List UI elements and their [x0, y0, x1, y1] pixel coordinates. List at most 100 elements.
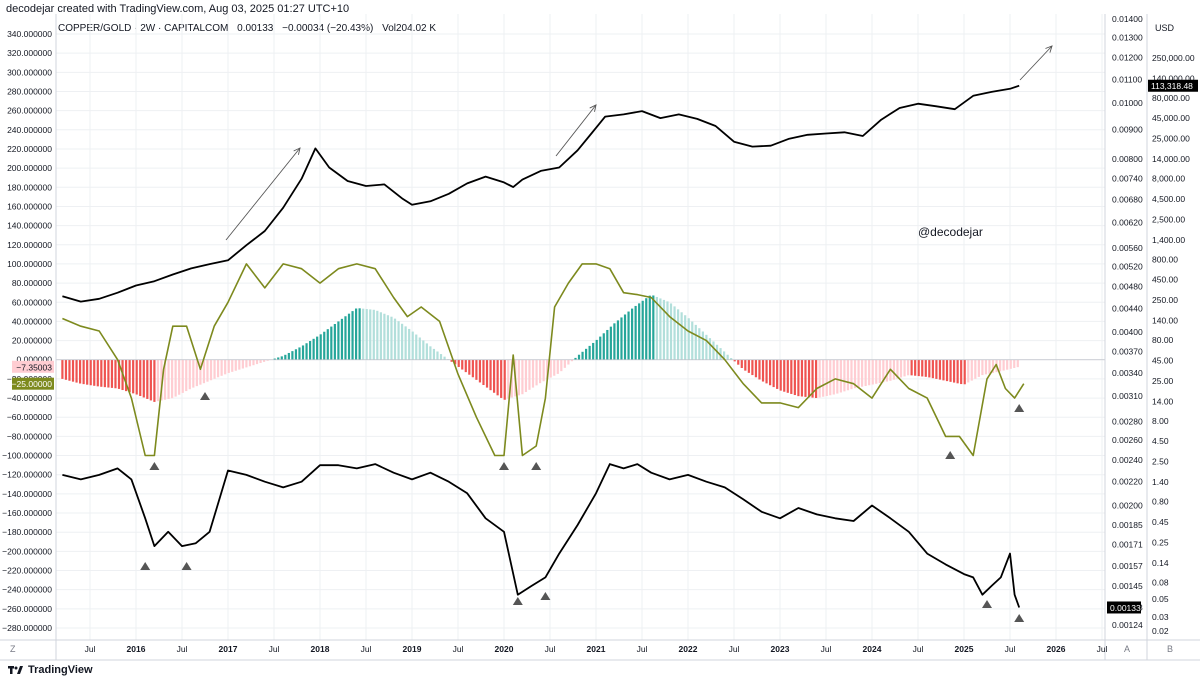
- histogram-bar: [673, 306, 676, 360]
- outer-right-tick-label: 80,000.00: [1152, 93, 1190, 103]
- inner-right-tick-label: 0.01300: [1112, 33, 1143, 43]
- inner-right-tick-label: 0.00340: [1112, 368, 1143, 378]
- histogram-bar: [132, 359, 135, 394]
- log-scale-button[interactable]: B: [1167, 644, 1173, 654]
- outer-right-tick-label: 8,000.00: [1152, 174, 1185, 184]
- histogram-bar: [786, 359, 789, 393]
- histogram-bar: [294, 349, 298, 360]
- brand-name: TradingView: [28, 664, 93, 676]
- outer-right-tick-label: 0.05: [1152, 594, 1169, 604]
- histogram-bar: [103, 359, 106, 388]
- histogram-bar: [429, 346, 432, 360]
- histogram-bar: [369, 309, 372, 360]
- oscillator-low-marker: [945, 451, 956, 459]
- left-tick-label: 220.000000: [7, 144, 52, 154]
- histogram-bar: [365, 309, 368, 360]
- histogram-bar: [195, 359, 198, 387]
- left-tick-label: −120.000000: [2, 470, 52, 480]
- histogram-bar: [730, 358, 733, 360]
- histogram-bar: [977, 359, 980, 377]
- histogram-bar: [262, 359, 266, 362]
- outer-right-tick-label: 140.00: [1152, 316, 1178, 326]
- histogram-bar: [783, 359, 786, 392]
- trend-arrow-head: [293, 147, 301, 155]
- right-inner-axis[interactable]: 0.01400 0.01300 0.01200 0.01100 0.01000 0.009…: [1107, 14, 1143, 630]
- inner-right-value-badge: [1107, 601, 1141, 614]
- histogram-bar: [592, 342, 595, 360]
- histogram-bar: [998, 359, 1002, 372]
- oscillator-low-marker: [499, 462, 509, 470]
- oscillator-low-marker: [531, 462, 542, 470]
- created-with-caption: decodejar created with TradingView.com, …: [6, 3, 350, 15]
- time-axis[interactable]: Jul 2016 Jul 2017 Jul 2018 Jul 2019 Jul 2020 Jul 20…: [85, 644, 1108, 654]
- currency-label: USD: [1155, 23, 1175, 33]
- symbol-name[interactable]: COPPER/GOLD · 2W · CAPITALCOM: [58, 23, 229, 34]
- histogram-bar: [595, 339, 598, 360]
- histogram-bar: [351, 311, 354, 360]
- histogram-bar: [878, 359, 881, 384]
- histogram-bar: [372, 309, 375, 360]
- author-watermark: @decodejar: [918, 225, 983, 239]
- histogram-bar: [75, 359, 78, 383]
- histogram-bar: [868, 359, 871, 386]
- histogram-bar: [224, 359, 227, 375]
- trend-arrow-line: [225, 147, 301, 241]
- outer-right-tick-label: 800.00: [1152, 254, 1178, 264]
- histogram-bar: [556, 359, 559, 374]
- trend-arrow-head: [589, 104, 597, 112]
- time-tick-label: 2023: [771, 644, 790, 654]
- outer-right-tick-label: 45,000.00: [1152, 113, 1190, 123]
- histogram-bar: [192, 359, 195, 388]
- histogram-bar: [776, 359, 779, 389]
- tradingview-brand[interactable]: TradingView: [8, 664, 93, 676]
- histogram-bar: [326, 329, 329, 360]
- histogram-bar: [500, 359, 503, 398]
- left-axis[interactable]: 340.000000 320.000000 300.000000 280.000000…: [0, 14, 1200, 661]
- histogram-bar: [521, 359, 524, 395]
- histogram-bar: [411, 331, 414, 360]
- left-tick-label: 200.000000: [7, 163, 52, 173]
- histogram-bar: [404, 326, 407, 360]
- histogram-bar: [238, 359, 241, 370]
- inner-right-tick-label: 0.00124: [1112, 620, 1143, 630]
- histogram-bar: [199, 359, 202, 385]
- right-outer-axis[interactable]: 250,000.00 140,000.00 80,000.00 45,000.00 25…: [1148, 53, 1198, 636]
- inner-right-tick-label: 0.01200: [1112, 53, 1143, 63]
- histogram-bar: [829, 359, 832, 396]
- histogram-bar: [613, 323, 616, 360]
- inner-right-tick-label: 0.00260: [1112, 435, 1143, 445]
- histogram-bar: [422, 340, 425, 360]
- symbol-legend[interactable]: COPPER/GOLD · 2W · CAPITALCOM 0.00133 −0…: [58, 23, 442, 34]
- inner-right-tick-label: 0.00157: [1112, 561, 1143, 571]
- histogram-bar: [358, 308, 361, 360]
- histogram-bar: [538, 359, 542, 384]
- histogram-bar: [602, 333, 605, 360]
- histogram-bar: [804, 359, 807, 397]
- histogram-bar: [570, 359, 574, 362]
- histogram-bar: [206, 359, 209, 382]
- histogram-bar: [684, 315, 687, 360]
- histogram-bar: [567, 359, 570, 365]
- inner-right-tick-label: 0.00370: [1112, 347, 1143, 357]
- histogram-bar: [560, 359, 563, 372]
- histogram-bar: [906, 359, 910, 376]
- histogram-bar: [581, 351, 584, 360]
- left-tick-label: 180.000000: [7, 182, 52, 192]
- time-tick-label: Jul: [913, 644, 924, 654]
- left-tick-label: 280.000000: [7, 86, 52, 96]
- histogram-bar: [843, 359, 846, 392]
- histogram-bar: [967, 359, 970, 383]
- inner-right-tick-label: 0.00900: [1112, 124, 1143, 134]
- histogram-bar: [1002, 359, 1005, 371]
- histogram-bar: [931, 359, 934, 379]
- histogram-bar: [241, 359, 244, 369]
- auto-scale-button[interactable]: A: [1124, 644, 1130, 654]
- time-tick-label: 2017: [219, 644, 238, 654]
- histogram-bar: [846, 359, 850, 391]
- outer-right-tick-label: 250,000.00: [1152, 53, 1195, 63]
- zoom-reset-button[interactable]: Z: [10, 644, 16, 654]
- histogram-bar: [652, 295, 655, 360]
- histogram-bar: [1013, 359, 1016, 368]
- histogram-bar: [291, 351, 294, 360]
